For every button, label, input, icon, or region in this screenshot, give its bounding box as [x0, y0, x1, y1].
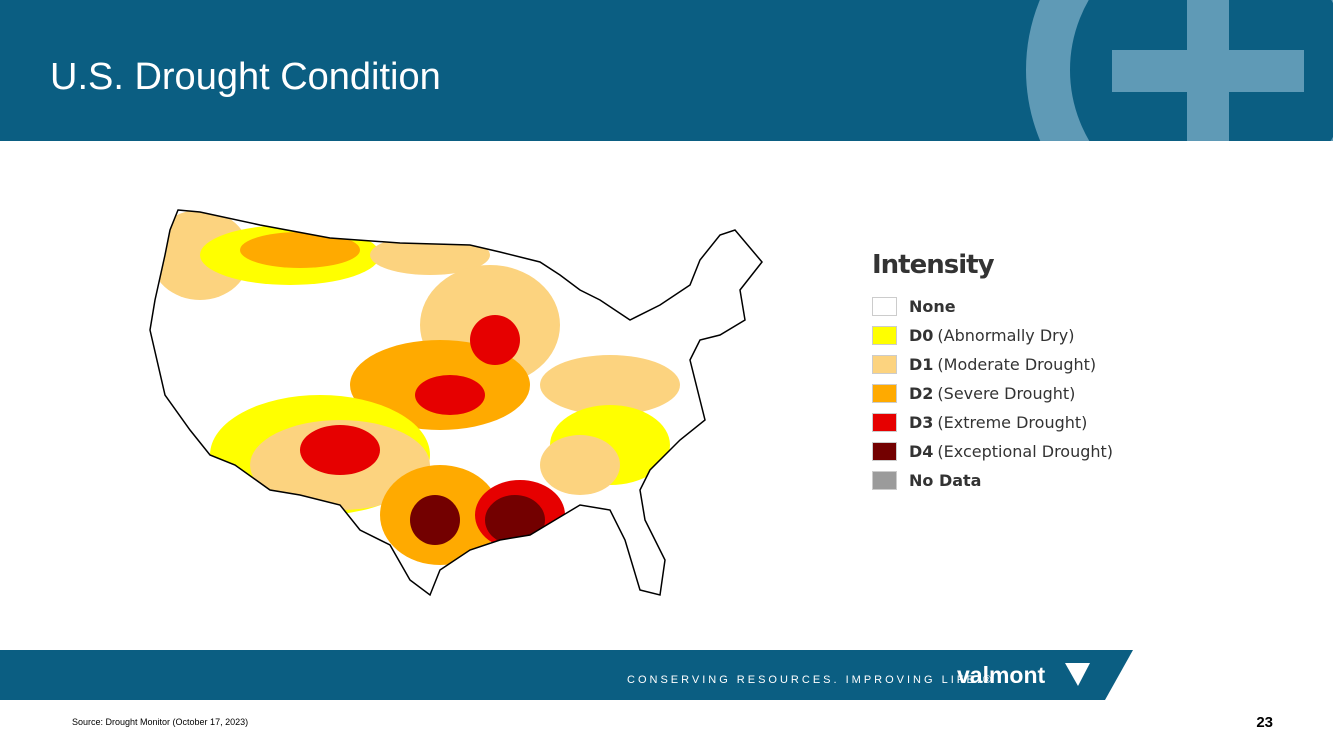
legend-swatch — [872, 413, 897, 432]
legend-label: (Abnormally Dry) — [937, 326, 1075, 345]
legend-label: (Severe Drought) — [937, 384, 1076, 403]
title: U.S. Drought Condition — [50, 56, 441, 98]
legend-item: D2 (Severe Drought) — [872, 379, 1113, 408]
legend-swatch — [872, 471, 897, 490]
legend-label: (Extreme Drought) — [937, 413, 1088, 432]
legend-code: D0 — [909, 326, 934, 345]
legend-swatch — [872, 326, 897, 345]
legend-item: None — [872, 292, 1113, 321]
legend-swatch — [872, 384, 897, 403]
page-number: 23 — [1256, 714, 1273, 731]
legend-item: D0 (Abnormally Dry) — [872, 321, 1113, 350]
legend-code: D2 — [909, 384, 934, 403]
legend-swatch — [872, 297, 897, 316]
header: U.S. Drought Condition — [0, 0, 1333, 141]
drought-areas — [150, 210, 680, 565]
legend-code: D3 — [909, 413, 934, 432]
drought-map — [149, 209, 763, 596]
legend: Intensity None D0 (Abnormally Dry) D1 (Moder… — [872, 250, 1113, 495]
legend-swatch — [872, 355, 897, 374]
legend-item: D4 (Exceptional Drought) — [872, 437, 1113, 466]
source: Source: Drought Monitor (October 17, 202… — [72, 717, 249, 727]
legend-label: (Moderate Drought) — [937, 355, 1097, 374]
legend-swatch — [872, 442, 897, 461]
legend-label: (Exceptional Drought) — [937, 442, 1114, 461]
footer-band: CONSERVING RESOURCES. IMPROVING LIFE.® v… — [0, 650, 1133, 700]
legend-label: No Data — [909, 471, 982, 490]
legend-code: D1 — [909, 355, 934, 374]
legend-item: No Data — [872, 466, 1113, 495]
legend-item: D1 (Moderate Drought) — [872, 350, 1113, 379]
legend-title: Intensity — [872, 250, 995, 280]
legend-label: None — [909, 297, 956, 316]
tagline: CONSERVING RESOURCES. IMPROVING LIFE.® — [627, 674, 994, 686]
brand: valmont — [957, 662, 1046, 688]
logo-mark — [1026, 0, 1333, 141]
legend-item: D3 (Extreme Drought) — [872, 408, 1113, 437]
legend-code: D4 — [909, 442, 934, 461]
